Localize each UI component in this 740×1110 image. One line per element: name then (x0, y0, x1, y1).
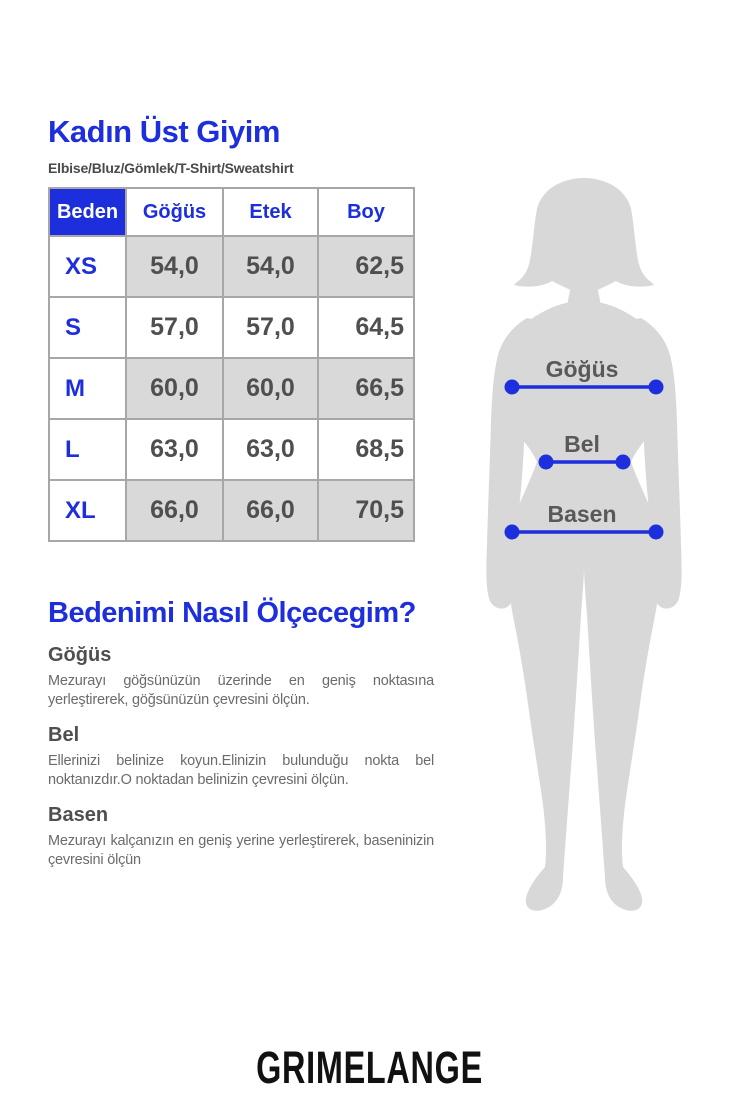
waist-line-right-dot (615, 454, 631, 470)
table-row-xl: XL 66,0 66,0 70,5 (48, 479, 415, 542)
table-row-s: S 57,0 57,0 64,5 (48, 296, 415, 359)
brand-logo: GRIMELANGE (256, 1042, 484, 1093)
value-cell: 64,5 (317, 296, 415, 359)
header-cell-beden: Beden (48, 187, 127, 237)
chest-line-right-dot (648, 379, 664, 395)
guide-heading-hips: Basen (48, 804, 109, 826)
footer: GRIMELANGE (0, 1042, 740, 1094)
value-cell: 68,5 (317, 418, 415, 481)
value-cell: 54,0 (125, 235, 224, 298)
silhouette-right-leg (584, 532, 661, 911)
guide-title: Bedenimi Nasıl Ölçecegim? (48, 597, 416, 629)
silhouette-torso (498, 301, 670, 589)
header-cell-etek: Etek (222, 187, 319, 237)
value-cell: 57,0 (125, 296, 224, 359)
table-row-l: L 63,0 63,0 68,5 (48, 418, 415, 481)
value-cell: 66,5 (317, 357, 415, 420)
guide-heading-chest: Göğüs (48, 644, 112, 666)
value-cell: 54,0 (222, 235, 319, 298)
table-row-m: M 60,0 60,0 66,5 (48, 357, 415, 420)
size-cell: XS (48, 235, 127, 298)
value-cell: 63,0 (222, 418, 319, 481)
silhouette-right-arm (612, 318, 682, 609)
size-cell: M (48, 357, 127, 420)
figure-label-hips: Basen (547, 501, 616, 527)
page-subtitle: Elbise/Bluz/Gömlek/T-Shirt/Sweatshirt (48, 160, 294, 176)
guide-heading-waist: Bel (48, 724, 80, 746)
hips-line-right-dot (648, 524, 664, 540)
table-header-row: Beden Göğüs Etek Boy (48, 187, 415, 237)
size-cell: L (48, 418, 127, 481)
body-measurement-figure: Göğüs Bel Basen (486, 178, 682, 911)
value-cell: 66,0 (125, 479, 224, 542)
value-cell: 60,0 (222, 357, 319, 420)
size-table: Beden Göğüs Etek Boy XS 54,0 54,0 62,5 S… (48, 187, 415, 542)
figure-label-chest: Göğüs (546, 356, 619, 382)
size-cell: XL (48, 479, 127, 542)
silhouette-hair-head (514, 178, 654, 294)
value-cell: 63,0 (125, 418, 224, 481)
hips-line-left-dot (504, 524, 520, 540)
value-cell: 70,5 (317, 479, 415, 542)
table-row-xs: XS 54,0 54,0 62,5 (48, 235, 415, 298)
chest-line-left-dot (504, 379, 520, 395)
value-cell: 60,0 (125, 357, 224, 420)
header-cell-boy: Boy (317, 187, 415, 237)
silhouette-left-leg (507, 532, 584, 911)
value-cell: 66,0 (222, 479, 319, 542)
measurement-lines (504, 379, 664, 540)
silhouette-left-arm (486, 318, 556, 609)
figure-label-waist: Bel (564, 431, 600, 457)
size-cell: S (48, 296, 127, 359)
guide-text-waist: Ellerinizi belinize koyun.Elinizin bulun… (48, 753, 434, 788)
value-cell: 62,5 (317, 235, 415, 298)
guide-text-chest: Mezurayı göğsünüzün üzerinde en geniş no… (48, 673, 434, 708)
female-silhouette (486, 178, 682, 911)
header-cell-gogus: Göğüs (125, 187, 224, 237)
guide-text-hips: Mezurayı kalçanızın en geniş yerine yerl… (48, 833, 434, 868)
waist-line-left-dot (538, 454, 554, 470)
value-cell: 57,0 (222, 296, 319, 359)
page-title: Kadın Üst Giyim (48, 114, 280, 149)
measuring-guide: Bedenimi Nasıl Ölçecegim? Göğüs Mezurayı… (48, 597, 434, 870)
